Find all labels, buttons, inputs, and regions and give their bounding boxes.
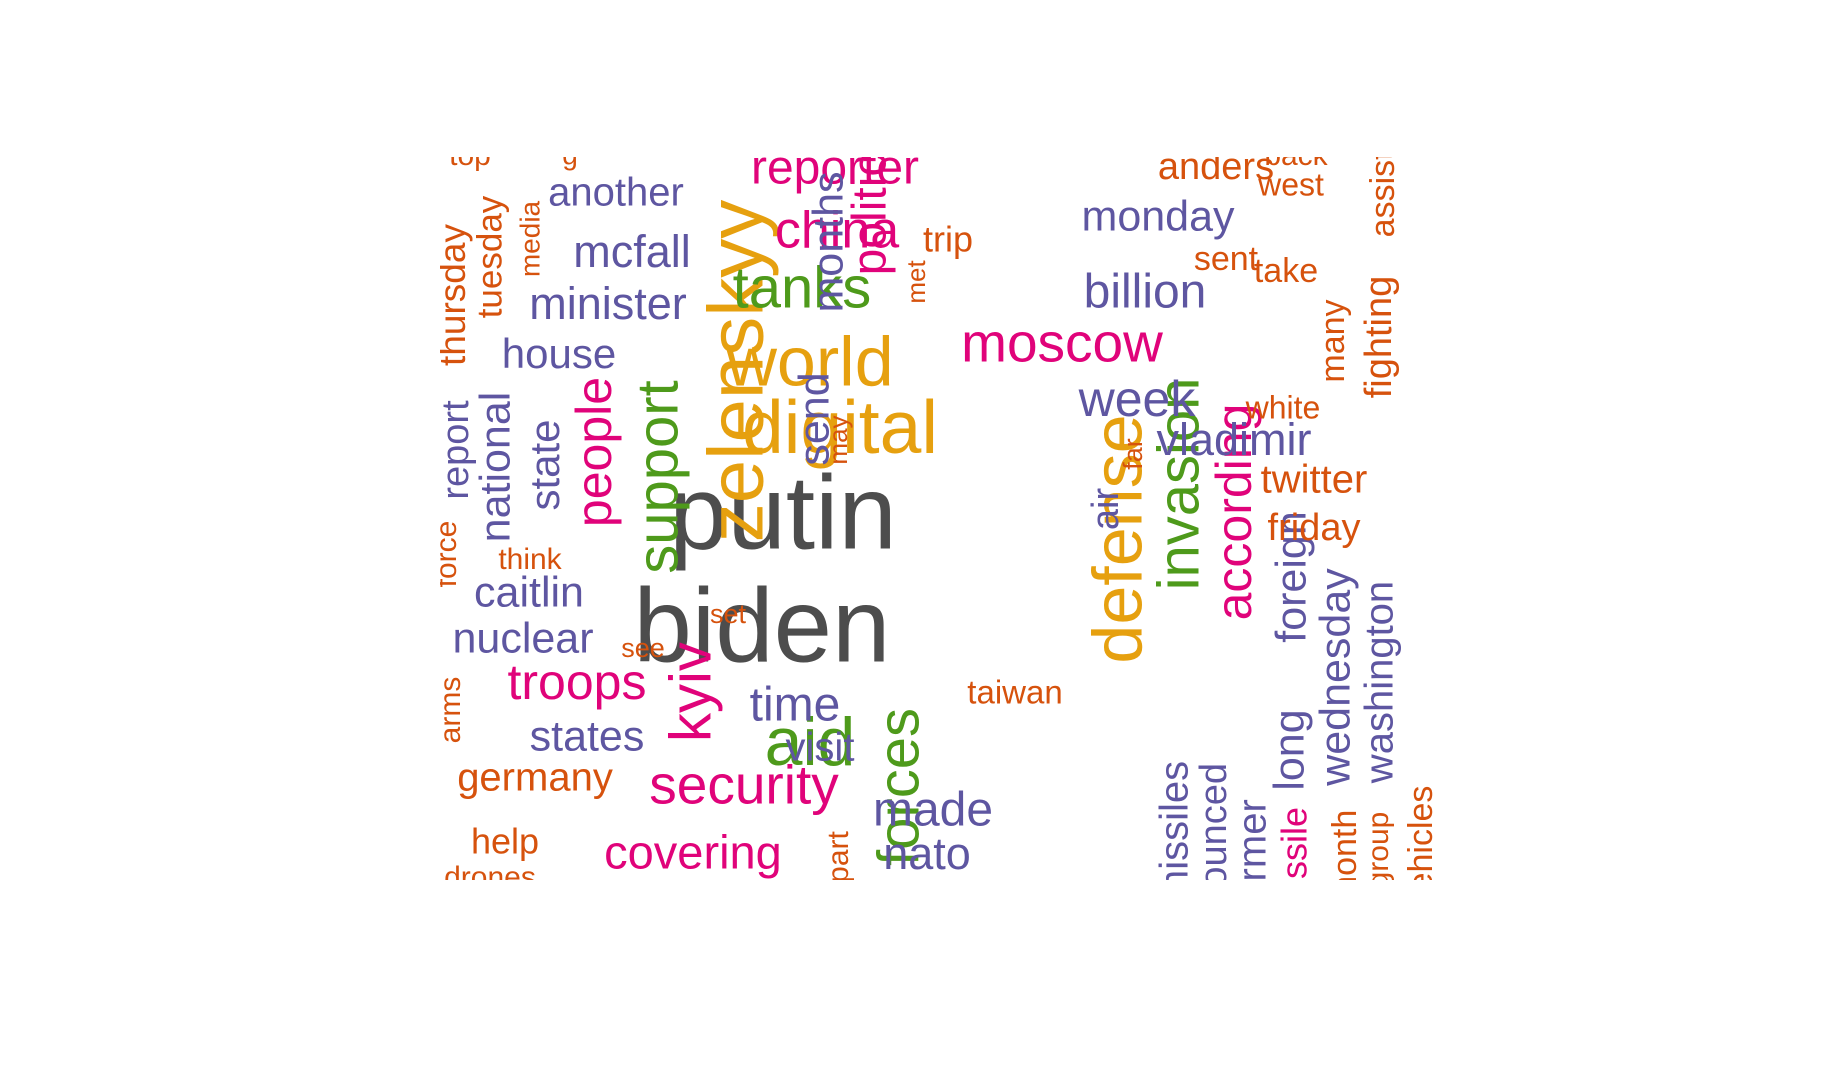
word-help: help <box>471 821 539 862</box>
word-germany: germany <box>457 756 613 800</box>
word-troops: troops <box>508 654 647 710</box>
word-reporter: reporter <box>751 157 919 195</box>
word-sent: sent <box>1194 240 1259 278</box>
word-group: group <box>1362 812 1395 880</box>
word-wednesday: wednesday <box>1311 568 1359 787</box>
word-national: national <box>471 392 519 543</box>
word-people: people <box>566 377 622 527</box>
word-many: many <box>1314 299 1352 382</box>
word-another: another <box>548 171 684 215</box>
word-twitter: twitter <box>1261 458 1368 502</box>
word-support: support <box>625 380 690 573</box>
word-forces: forces <box>866 708 931 866</box>
word-security: security <box>649 754 839 816</box>
word-kyiv: kyiv <box>658 642 723 742</box>
word-made: made <box>873 784 993 837</box>
word-report: report <box>440 400 477 500</box>
word-thursday: thursday <box>440 224 473 366</box>
word-taiwan: taiwan <box>967 674 1062 711</box>
word-top: top <box>449 157 491 172</box>
word-monday: monday <box>1082 192 1235 240</box>
word-think: think <box>498 543 562 576</box>
word-drones: drones <box>444 861 536 880</box>
word-zelenskyy: zelenskyy <box>692 200 780 542</box>
word-friday: friday <box>1268 507 1361 549</box>
word-arms: arms <box>440 677 467 744</box>
word-part: part <box>822 830 855 880</box>
word-trip: trip <box>923 219 973 260</box>
word-mcfall: mcfall <box>573 226 691 277</box>
word-china: china <box>775 202 899 260</box>
word-media: media <box>514 200 545 277</box>
word-biden: biden <box>634 568 891 685</box>
word-force: force <box>440 521 463 588</box>
word-digital: digital <box>742 385 938 469</box>
word-vehicles: vehicles <box>1402 786 1440 880</box>
word-state: state <box>521 419 568 510</box>
word-world: world <box>725 322 893 400</box>
word-tanks: tanks <box>733 255 872 320</box>
word-air: air <box>1085 488 1127 531</box>
word-according: according <box>1206 404 1262 621</box>
word-invasion: invasion <box>1146 378 1211 591</box>
word-covering: covering <box>604 825 782 878</box>
word-former: former <box>1231 799 1275 880</box>
word-missile: missile <box>1274 807 1315 880</box>
word-visit: visit <box>786 726 855 770</box>
word-putin: putin <box>669 455 897 572</box>
word-missiles: missiles <box>1153 761 1197 880</box>
word-announced: announced <box>1193 763 1235 880</box>
word-caitlin: caitlin <box>474 568 584 616</box>
word-states: states <box>530 712 645 760</box>
word-moscow: moscow <box>961 312 1163 374</box>
word-far: far <box>1118 438 1148 470</box>
word-minister: minister <box>529 278 687 329</box>
word-long: long <box>1265 709 1313 790</box>
word-politics: politics <box>844 157 897 275</box>
word-white: white <box>1245 389 1321 425</box>
word-time: time <box>750 679 841 732</box>
word-may: may <box>823 415 853 464</box>
word-months: months <box>804 171 852 312</box>
word-met: met <box>901 260 931 304</box>
word-washington: washington <box>1358 581 1402 784</box>
word-assistance: assistance <box>1364 157 1402 237</box>
word-take: take <box>1254 252 1318 290</box>
word-billion: billion <box>1084 266 1207 319</box>
word-vladimir: vladimir <box>1156 414 1311 465</box>
word-nato: nato <box>883 828 971 879</box>
word-house: house <box>502 330 616 377</box>
word-fighting: fighting <box>1358 276 1400 399</box>
word-g: g <box>562 157 578 170</box>
word-nuclear: nuclear <box>452 614 593 662</box>
word-tuesday: tuesday <box>470 195 509 318</box>
word-month: month <box>1326 810 1364 880</box>
word-foreign: foreign <box>1267 511 1315 642</box>
word-aid: aid <box>765 704 856 780</box>
word-see: see <box>621 633 665 663</box>
word-set: set <box>710 599 747 629</box>
word-defense: defense <box>1078 414 1156 663</box>
word-back: back <box>1264 157 1328 172</box>
word-west: west <box>1257 166 1324 202</box>
word-week: week <box>1078 371 1197 427</box>
word-send: send <box>790 372 838 465</box>
word-anders: anders <box>1158 157 1274 188</box>
